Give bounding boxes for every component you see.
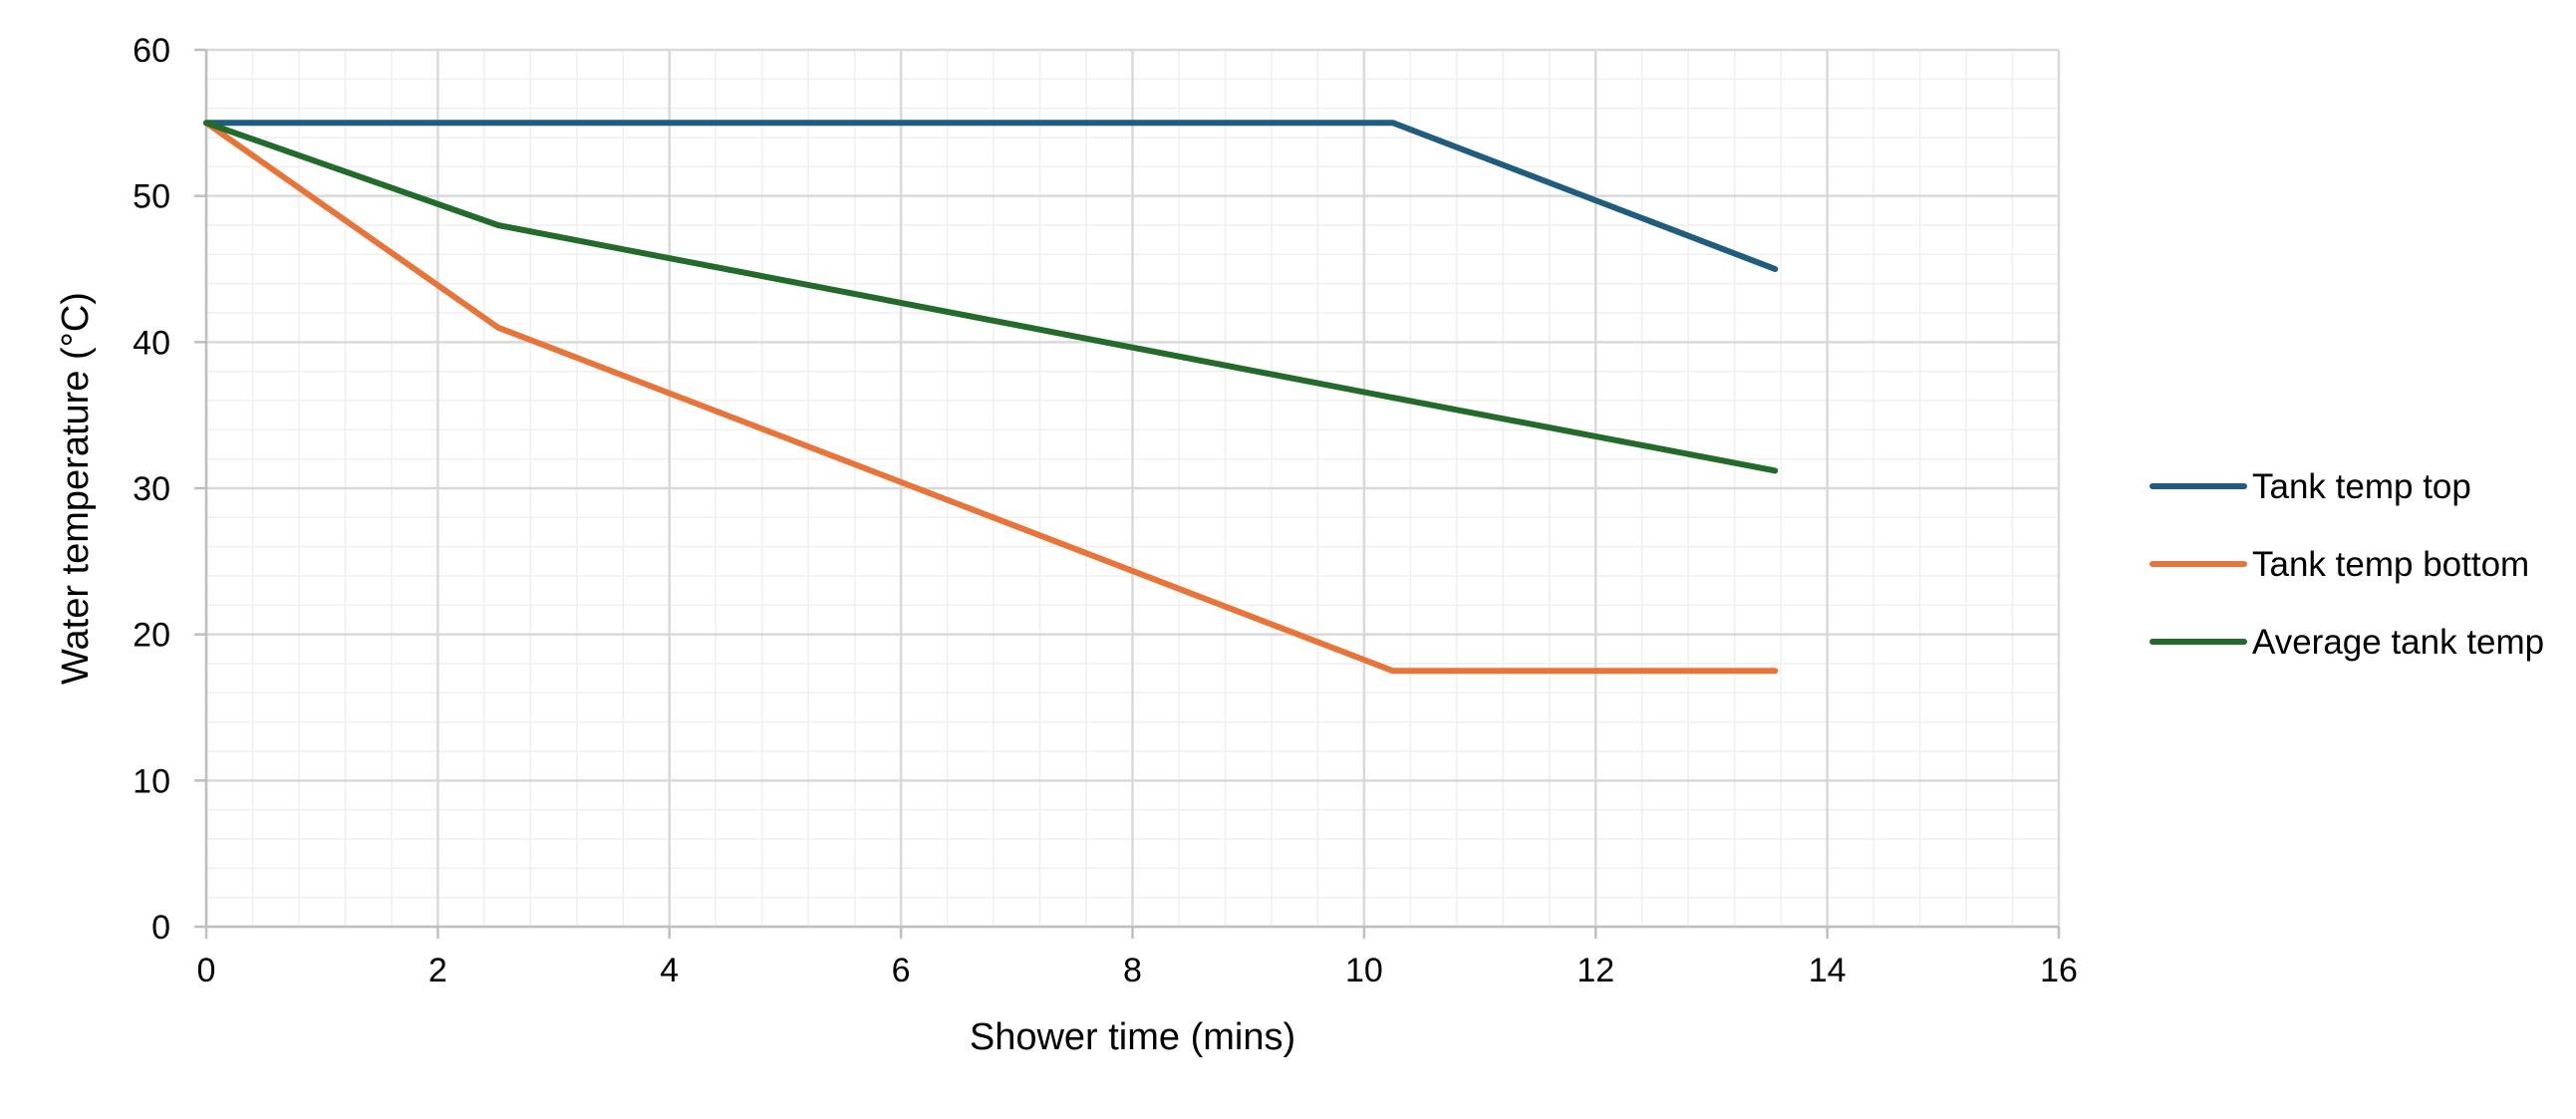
x-tick-label: 14 <box>1809 952 1847 989</box>
legend-label-tank-temp-top: Tank temp top <box>2252 467 2471 506</box>
y-tick-label: 0 <box>151 909 170 947</box>
y-tick-label: 20 <box>133 617 170 655</box>
x-tick-label: 6 <box>892 952 911 989</box>
y-tick-label: 50 <box>133 178 170 216</box>
x-tick-label: 4 <box>660 952 679 989</box>
x-tick-label: 12 <box>1576 952 1614 989</box>
x-tick-label: 2 <box>429 952 447 989</box>
y-tick-label: 30 <box>133 470 170 508</box>
legend: Tank temp top Tank temp bottom Average tan… <box>2149 467 2544 662</box>
y-tick-label: 10 <box>133 762 170 800</box>
series-lines <box>203 120 1779 675</box>
x-tick-labels: 0 2 4 6 8 10 12 14 16 <box>197 952 2078 989</box>
y-tick-label: 60 <box>133 32 170 70</box>
series-line-tank-temp-top <box>203 120 1779 272</box>
legend-label-tank-temp-bottom: Tank temp bottom <box>2252 545 2529 584</box>
series-line-tank-temp-bottom <box>203 120 1779 675</box>
x-tick-label: 0 <box>197 952 216 989</box>
legend-label-average-tank-temp: Average tank temp <box>2252 623 2544 662</box>
series-line-average-tank-temp <box>203 120 1779 474</box>
y-tick-label: 40 <box>133 324 170 362</box>
x-tick-label: 10 <box>1345 952 1383 989</box>
x-axis-title: Shower time (mins) <box>970 1016 1295 1058</box>
y-axis-title: Water temperature (°C) <box>55 292 97 685</box>
x-tick-label: 16 <box>2040 952 2078 989</box>
x-tick-label: 8 <box>1123 952 1142 989</box>
axes <box>194 48 2061 939</box>
y-tick-labels: 0 10 20 30 40 50 60 <box>133 32 170 947</box>
